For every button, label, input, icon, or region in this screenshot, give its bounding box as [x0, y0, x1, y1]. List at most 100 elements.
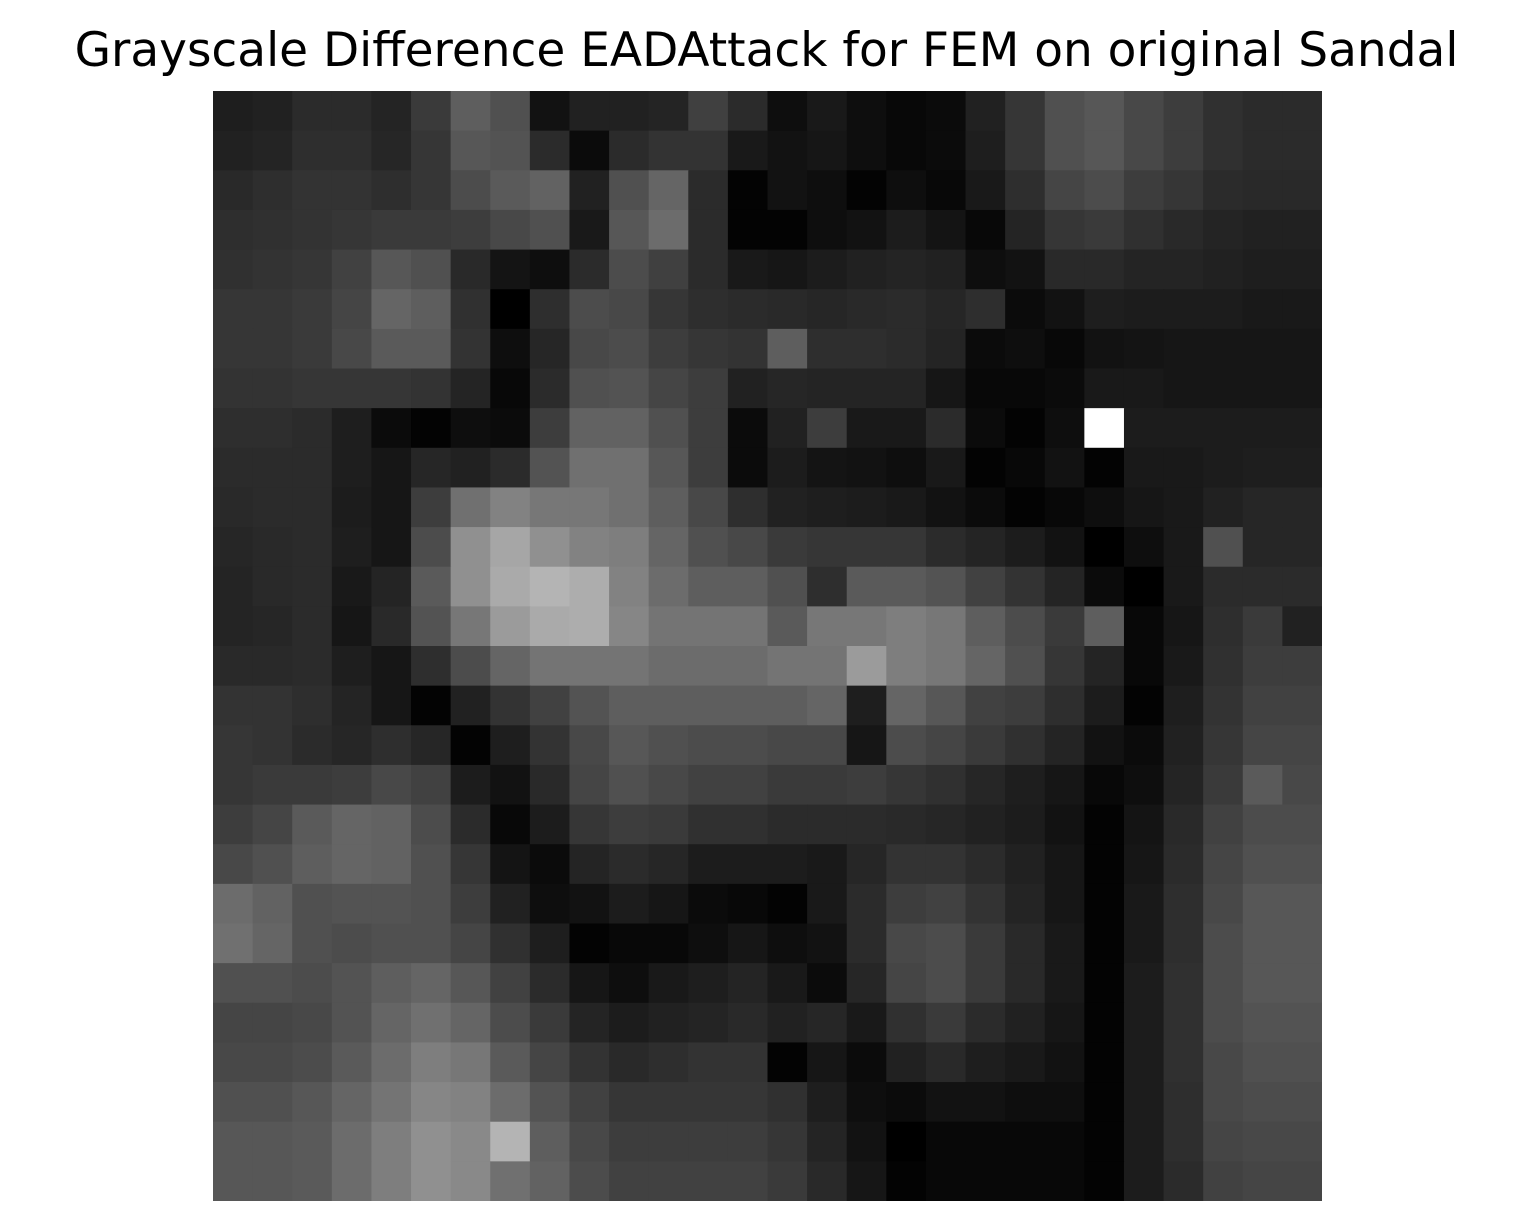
heatmap-cell-r9-c20	[1005, 447, 1046, 489]
heatmap-cell-r23-c27	[1282, 1002, 1322, 1044]
heatmap-cell-r5-c0	[213, 289, 254, 330]
heatmap-cell-r16-c11	[648, 725, 689, 766]
heatmap-cell-r6-c11	[648, 328, 689, 370]
heatmap-cell-r14-c16	[846, 646, 887, 687]
heatmap-cell-r12-c12	[688, 566, 729, 607]
heatmap-cell-r25-c26	[1242, 1082, 1283, 1123]
heatmap-cell-r12-c3	[331, 566, 373, 607]
heatmap-cell-r1-c18	[925, 130, 967, 171]
heatmap-cell-r11-c9	[569, 527, 610, 568]
heatmap-cell-r23-c21	[1044, 1002, 1085, 1044]
heatmap-cell-r19-c12	[688, 844, 729, 885]
heatmap-cell-r16-c0	[213, 725, 254, 766]
heatmap-cell-r1-c23	[1123, 130, 1165, 171]
heatmap-cell-r10-c5	[411, 487, 452, 528]
heatmap-cell-r4-c4	[371, 249, 412, 290]
heatmap-cell-r25-c27	[1282, 1082, 1322, 1123]
heatmap-cell-r4-c13	[727, 249, 769, 290]
heatmap-cell-r9-c3	[331, 447, 373, 489]
heatmap-cell-r15-c24	[1163, 685, 1204, 726]
heatmap-cell-r16-c25	[1203, 725, 1244, 766]
heatmap-cell-r26-c12	[688, 1121, 729, 1162]
heatmap-cell-r26-c6	[450, 1121, 491, 1162]
heatmap-cell-r0-c16	[846, 91, 887, 132]
heatmap-cell-r4-c7	[490, 249, 531, 290]
heatmap-cell-r22-c19	[965, 963, 1006, 1004]
heatmap-cell-r22-c0	[213, 963, 254, 1004]
heatmap-cell-r15-c18	[925, 685, 967, 726]
heatmap-cell-r22-c27	[1282, 963, 1322, 1004]
heatmap-cell-r1-c11	[648, 130, 689, 171]
heatmap-cell-r19-c2	[292, 844, 333, 885]
heatmap-cell-r24-c4	[371, 1042, 412, 1083]
heatmap-cell-r18-c14	[767, 804, 808, 845]
heatmap-cell-r15-c6	[450, 685, 491, 726]
heatmap-cell-r15-c11	[648, 685, 689, 726]
heatmap-cell-r1-c1	[252, 130, 293, 171]
heatmap-cell-r4-c18	[925, 249, 967, 290]
heatmap-cell-r15-c5	[411, 685, 452, 726]
heatmap-cell-r27-c12	[688, 1161, 729, 1201]
heatmap-cell-r10-c2	[292, 487, 333, 528]
heatmap-cell-r9-c17	[886, 447, 927, 489]
heatmap-cell-r13-c6	[450, 606, 491, 647]
heatmap-cell-r9-c9	[569, 447, 610, 489]
heatmap-cell-r7-c8	[529, 368, 571, 409]
heatmap-cell-r23-c13	[727, 1002, 769, 1044]
heatmap-cell-r21-c7	[490, 923, 531, 964]
heatmap-cell-r2-c25	[1203, 170, 1244, 211]
heatmap-cell-r27-c3	[331, 1161, 373, 1201]
heatmap-cell-r11-c8	[529, 527, 571, 568]
heatmap-cell-r13-c4	[371, 606, 412, 647]
heatmap-cell-r21-c1	[252, 923, 293, 964]
heatmap-cell-r1-c6	[450, 130, 491, 171]
heatmap-cell-r10-c9	[569, 487, 610, 528]
heatmap-cell-r15-c23	[1123, 685, 1165, 726]
heatmap-cell-r1-c19	[965, 130, 1006, 171]
heatmap-cell-r16-c14	[767, 725, 808, 766]
heatmap-cell-r10-c3	[331, 487, 373, 528]
heatmap-cell-r14-c27	[1282, 646, 1322, 687]
heatmap-cell-r18-c6	[450, 804, 491, 845]
heatmap-cell-r3-c12	[688, 209, 729, 251]
heatmap-cell-r14-c10	[609, 646, 650, 687]
heatmap-cell-r19-c8	[529, 844, 571, 885]
heatmap-cell-r21-c13	[727, 923, 769, 964]
heatmap-cell-r5-c25	[1203, 289, 1244, 330]
heatmap-cell-r23-c22	[1084, 1002, 1125, 1044]
heatmap-cell-r3-c6	[450, 209, 491, 251]
heatmap-cell-r17-c2	[292, 764, 333, 806]
heatmap-cell-r15-c7	[490, 685, 531, 726]
heatmap-cell-r3-c1	[252, 209, 293, 251]
heatmap-cell-r2-c20	[1005, 170, 1046, 211]
heatmap-cell-r17-c19	[965, 764, 1006, 806]
heatmap-cell-r15-c10	[609, 685, 650, 726]
heatmap-cell-r4-c10	[609, 249, 650, 290]
heatmap-cell-r8-c19	[965, 408, 1006, 449]
heatmap-cell-r1-c20	[1005, 130, 1046, 171]
heatmap-cell-r6-c15	[807, 328, 848, 370]
heatmap-cell-r10-c8	[529, 487, 571, 528]
heatmap-cell-r5-c3	[331, 289, 373, 330]
heatmap-cell-r21-c25	[1203, 923, 1244, 964]
heatmap-cell-r27-c9	[569, 1161, 610, 1201]
heatmap-cell-r20-c22	[1084, 883, 1125, 925]
heatmap-cell-r21-c19	[965, 923, 1006, 964]
heatmap-cell-r10-c25	[1203, 487, 1244, 528]
heatmap-cell-r15-c1	[252, 685, 293, 726]
heatmap-cell-r4-c8	[529, 249, 571, 290]
heatmap-cell-r21-c23	[1123, 923, 1165, 964]
heatmap-cell-r12-c21	[1044, 566, 1085, 607]
heatmap-cell-r13-c24	[1163, 606, 1204, 647]
heatmap-cell-r25-c9	[569, 1082, 610, 1123]
heatmap-cell-r22-c18	[925, 963, 967, 1004]
heatmap-cell-r1-c13	[727, 130, 769, 171]
heatmap-cell-r24-c7	[490, 1042, 531, 1083]
heatmap-cell-r4-c15	[807, 249, 848, 290]
heatmap-cell-r14-c12	[688, 646, 729, 687]
heatmap-cell-r2-c24	[1163, 170, 1204, 211]
heatmap-cell-r16-c4	[371, 725, 412, 766]
heatmap-cell-r18-c11	[648, 804, 689, 845]
heatmap-cell-r10-c21	[1044, 487, 1085, 528]
heatmap-cell-r19-c18	[925, 844, 967, 885]
